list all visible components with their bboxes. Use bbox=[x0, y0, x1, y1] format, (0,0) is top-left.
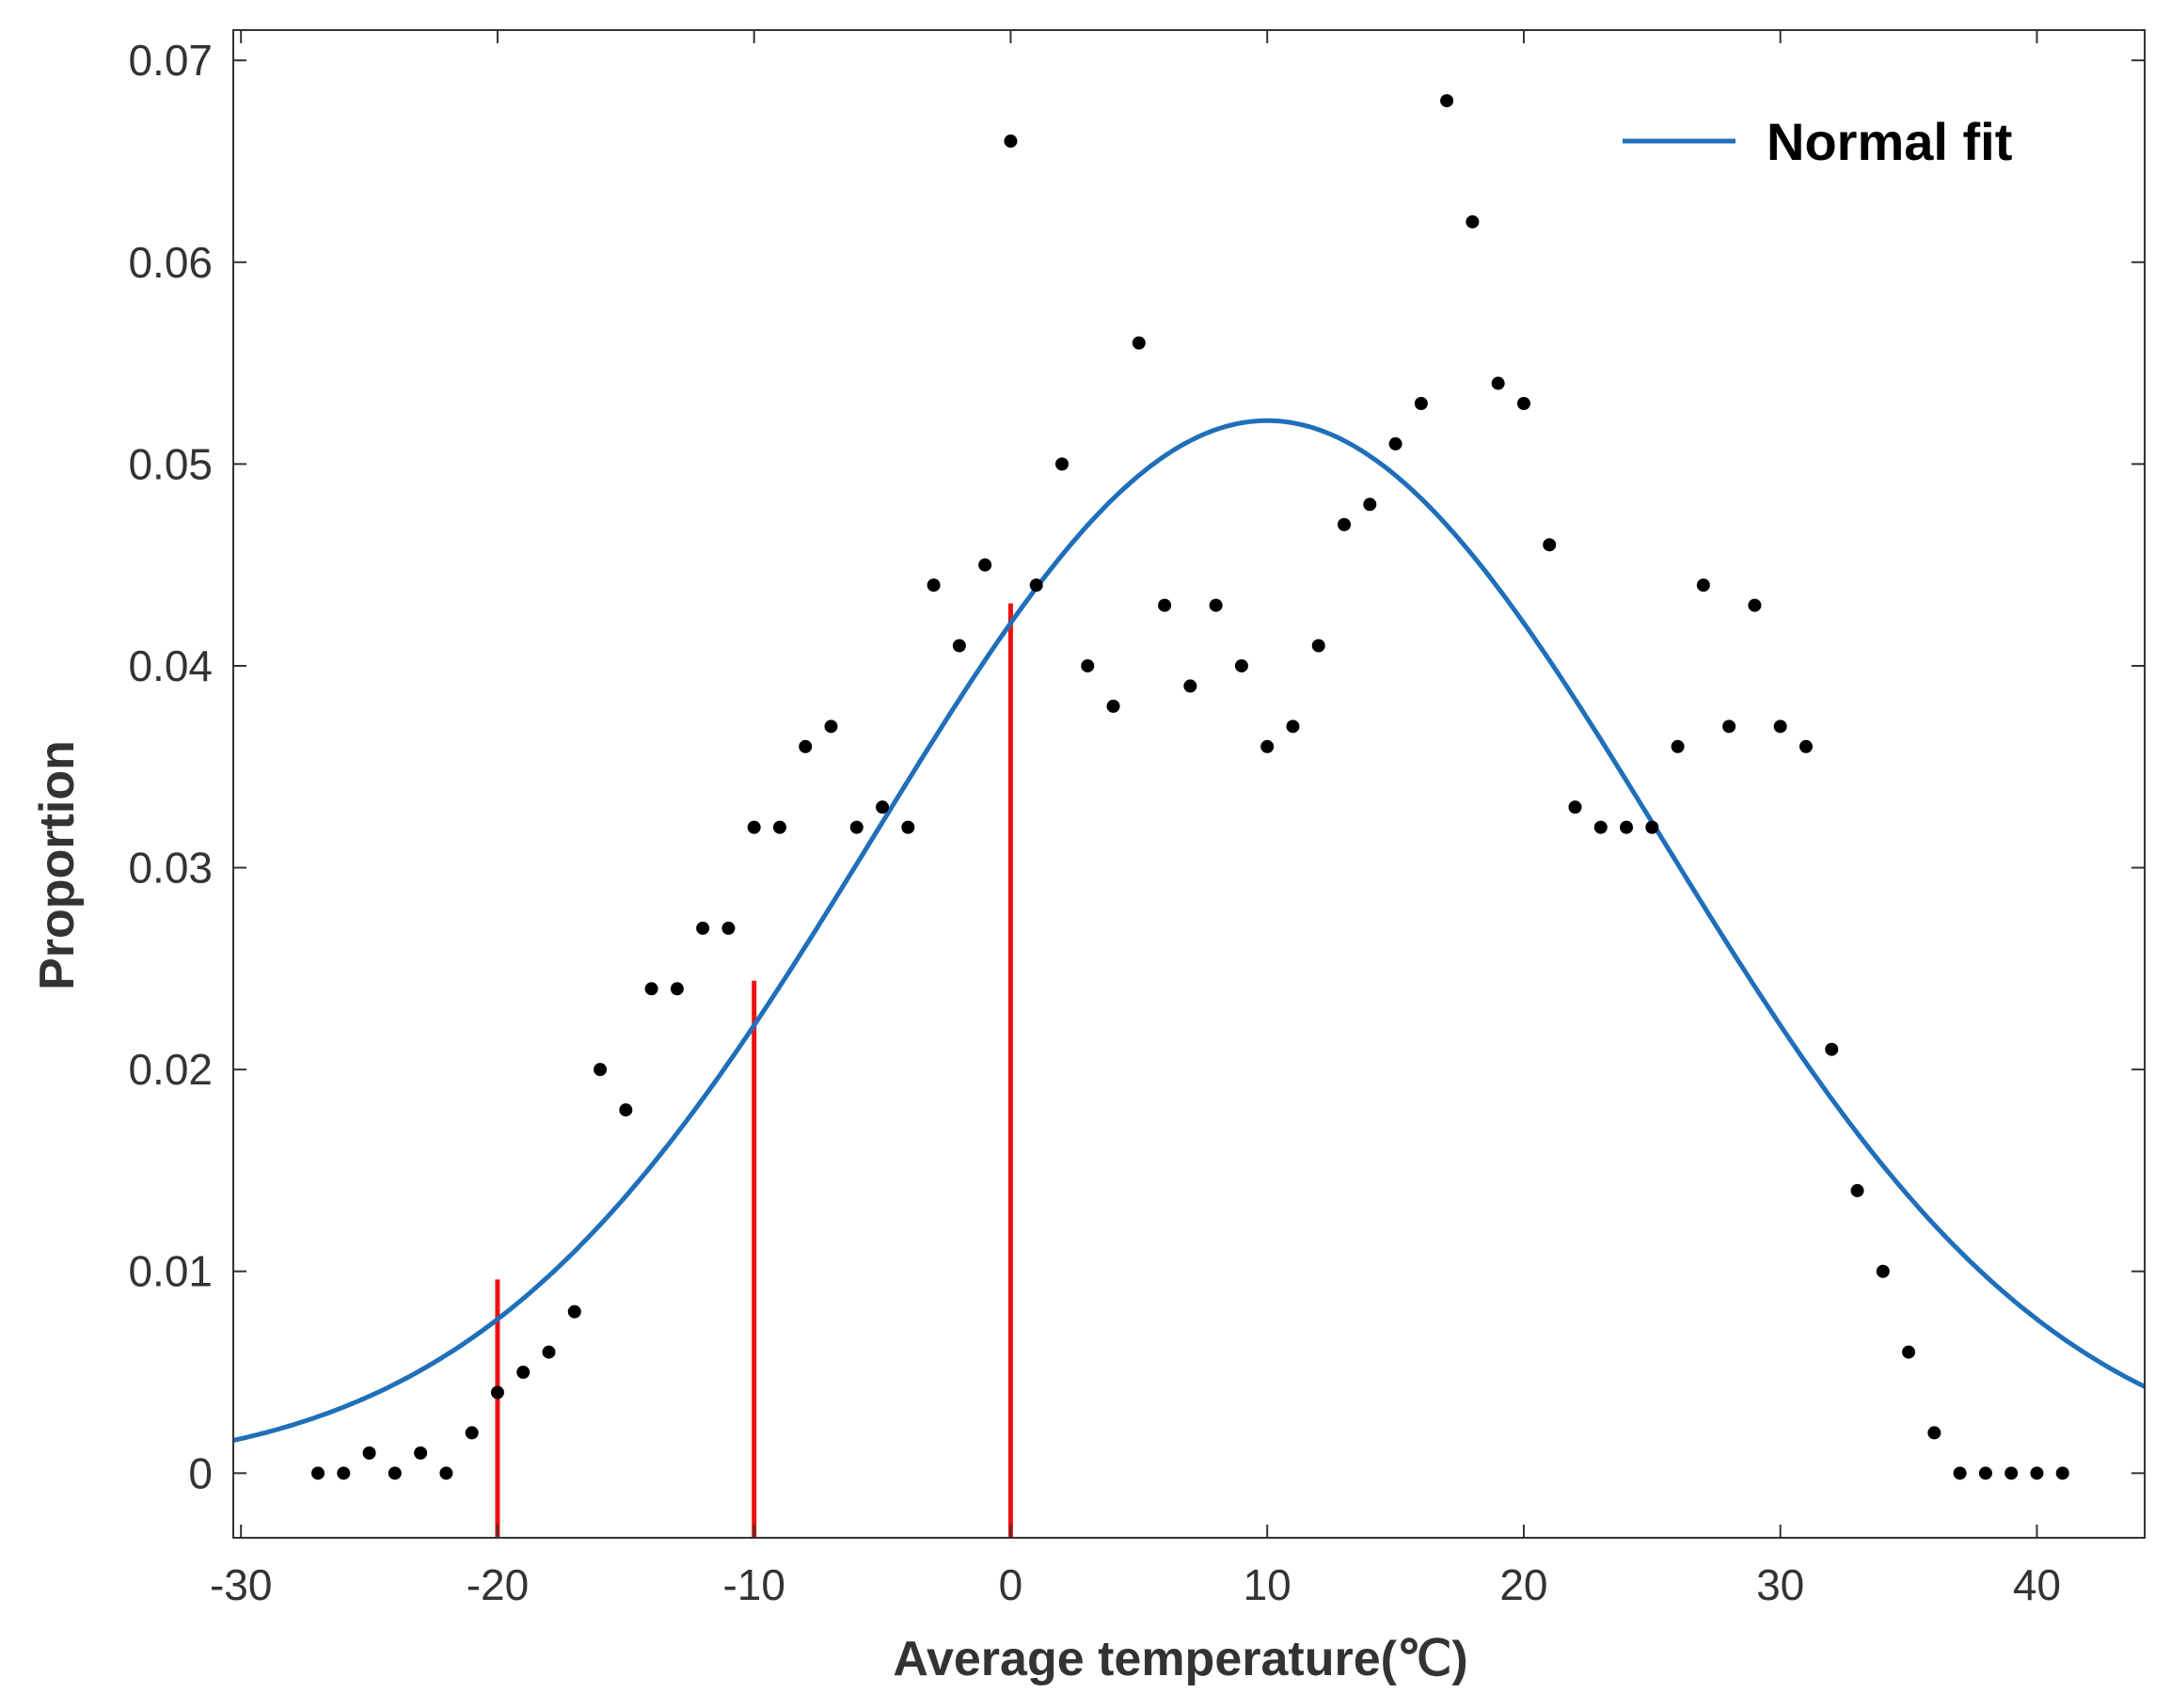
data-point bbox=[1696, 578, 1710, 593]
y-tick-label: 0.05 bbox=[128, 439, 213, 488]
normal-fit-curve bbox=[232, 418, 2147, 1443]
data-point bbox=[1338, 517, 1352, 531]
data-point bbox=[1876, 1264, 1890, 1278]
y-axis-label: Proportion bbox=[30, 740, 85, 990]
y-tick-label: 0.02 bbox=[128, 1045, 213, 1094]
x-axis-ticks: -30 -20 -10 0 10 20 30 40 bbox=[210, 30, 2061, 1609]
data-point bbox=[414, 1446, 428, 1460]
data-point bbox=[772, 820, 786, 834]
data-point bbox=[849, 820, 864, 834]
data-point bbox=[1543, 538, 1557, 552]
data-point bbox=[1466, 214, 1480, 229]
y-tick-label: 0.07 bbox=[128, 36, 213, 85]
data-point bbox=[2055, 1466, 2069, 1480]
data-point bbox=[1850, 1183, 1864, 1197]
data-point bbox=[1799, 739, 1813, 753]
data-point bbox=[1516, 396, 1530, 410]
y-tick-label: 0.01 bbox=[128, 1247, 213, 1296]
data-point bbox=[439, 1466, 453, 1480]
data-point bbox=[1953, 1466, 1967, 1480]
data-point bbox=[1106, 699, 1120, 713]
data-point bbox=[1491, 376, 1505, 390]
data-point bbox=[2005, 1466, 2019, 1480]
axes bbox=[232, 29, 2146, 1539]
data-point bbox=[1260, 739, 1275, 753]
data-point bbox=[1054, 457, 1069, 471]
legend: Normal fit bbox=[1623, 112, 2012, 171]
data-point bbox=[876, 800, 890, 814]
data-point bbox=[1363, 498, 1377, 512]
y-tick-label: 0.06 bbox=[128, 238, 213, 287]
data-point bbox=[1593, 820, 1608, 834]
data-point bbox=[1183, 679, 1197, 693]
data-point bbox=[1440, 94, 1454, 108]
data-point bbox=[644, 982, 658, 996]
data-point bbox=[978, 558, 992, 572]
data-point bbox=[1158, 598, 1172, 612]
data-point bbox=[927, 578, 941, 593]
data-point bbox=[311, 1466, 325, 1480]
data-point bbox=[337, 1466, 351, 1480]
data-point bbox=[1388, 436, 1402, 451]
data-point bbox=[1645, 820, 1659, 834]
data-point bbox=[1978, 1466, 1992, 1480]
plot-frame bbox=[232, 29, 2146, 1539]
x-tick-label: 40 bbox=[2013, 1560, 2061, 1609]
data-point bbox=[1825, 1042, 1839, 1056]
x-tick-label: 0 bbox=[999, 1560, 1023, 1609]
fit-curve-group bbox=[232, 418, 2147, 1443]
data-point bbox=[824, 720, 838, 734]
data-point bbox=[1414, 396, 1428, 410]
data-point bbox=[567, 1305, 581, 1319]
data-point bbox=[1311, 639, 1325, 653]
data-point bbox=[670, 982, 684, 996]
x-tick-label: -30 bbox=[210, 1560, 272, 1609]
x-tick-label: 10 bbox=[1244, 1560, 1292, 1609]
data-point bbox=[1773, 720, 1787, 734]
y-axis-ticks: 0 0.01 0.02 0.03 0.04 0.05 0.06 0.07 bbox=[128, 36, 2145, 1497]
data-point bbox=[1286, 720, 1300, 734]
data-point bbox=[542, 1345, 556, 1359]
data-point bbox=[1927, 1426, 1941, 1440]
data-point bbox=[490, 1385, 504, 1400]
x-axis-label: Average temperature(℃) bbox=[893, 1632, 1467, 1686]
data-point bbox=[1234, 658, 1248, 672]
data-point bbox=[1722, 720, 1736, 734]
x-tick-label: -20 bbox=[467, 1560, 529, 1609]
data-point bbox=[1209, 598, 1223, 612]
data-point bbox=[1620, 820, 1634, 834]
data-point bbox=[1081, 658, 1095, 672]
data-point bbox=[1902, 1345, 1916, 1359]
x-tick-label: -10 bbox=[722, 1560, 784, 1609]
data-point bbox=[1568, 800, 1582, 814]
reference-lines bbox=[495, 603, 1013, 1538]
data-point bbox=[696, 921, 710, 935]
data-point bbox=[2030, 1466, 2044, 1480]
data-point bbox=[1004, 134, 1018, 149]
x-tick-label: 20 bbox=[1499, 1560, 1547, 1609]
data-point bbox=[901, 820, 915, 834]
data-point bbox=[747, 820, 761, 834]
data-point bbox=[1671, 739, 1685, 753]
data-point bbox=[594, 1063, 608, 1077]
data-point bbox=[516, 1366, 531, 1380]
y-tick-label: 0.03 bbox=[128, 844, 213, 893]
data-point bbox=[1748, 598, 1762, 612]
data-point bbox=[465, 1426, 479, 1440]
data-point bbox=[362, 1446, 376, 1460]
data-points bbox=[311, 94, 2069, 1480]
data-point bbox=[799, 739, 813, 753]
x-tick-label: 30 bbox=[1756, 1560, 1804, 1609]
y-tick-label: 0 bbox=[188, 1448, 213, 1497]
legend-label-normal-fit: Normal fit bbox=[1767, 112, 2012, 171]
data-point bbox=[721, 921, 736, 935]
data-point bbox=[952, 639, 966, 653]
data-point bbox=[1029, 578, 1043, 593]
data-point bbox=[1132, 336, 1146, 350]
data-point bbox=[388, 1466, 402, 1480]
y-tick-label: 0.04 bbox=[128, 641, 213, 690]
data-point bbox=[619, 1103, 633, 1117]
